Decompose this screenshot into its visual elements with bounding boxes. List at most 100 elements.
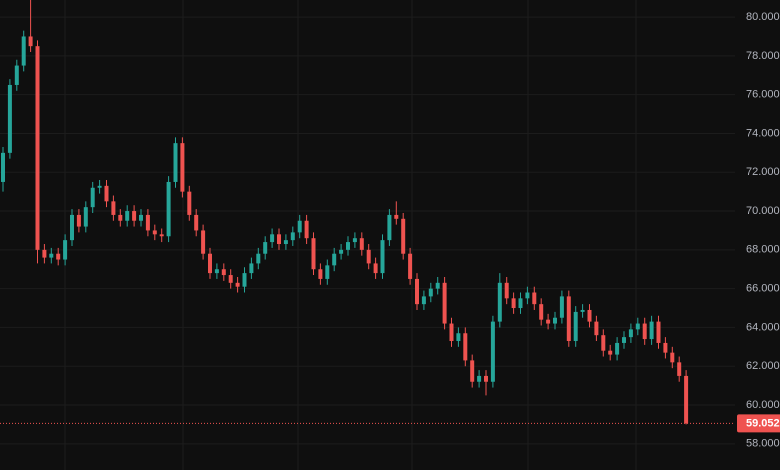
candle-body — [608, 350, 613, 355]
candle-body — [90, 187, 95, 208]
candle-body — [256, 253, 261, 264]
candle-body — [497, 282, 502, 322]
candle-body — [214, 269, 219, 274]
candle-body — [7, 84, 12, 153]
y-tick-label: 60.000 — [746, 399, 780, 411]
candle-body — [56, 253, 61, 260]
candle-body — [249, 263, 254, 274]
candle-body — [346, 242, 350, 250]
candle-body — [318, 269, 323, 279]
candle-body — [187, 191, 192, 215]
candle-body — [28, 36, 33, 47]
candle-body — [152, 230, 157, 235]
candle-body — [504, 282, 509, 299]
candle-body — [421, 296, 426, 305]
candle-body — [201, 230, 206, 254]
y-tick-label: 58.000 — [746, 438, 780, 450]
y-tick-label: 62.000 — [746, 360, 780, 372]
y-tick-label: 68.000 — [746, 244, 780, 256]
candle-body — [118, 214, 123, 221]
candle-body — [415, 278, 419, 305]
candle-body — [656, 321, 661, 343]
y-tick-label: 80.000 — [746, 11, 780, 23]
y-tick-label: 72.000 — [746, 166, 780, 178]
candle-body — [283, 240, 288, 245]
candle-body — [663, 342, 668, 353]
candle-body — [166, 181, 171, 237]
candle-body — [594, 321, 599, 336]
candle-body — [145, 214, 150, 231]
candle-body — [532, 292, 537, 305]
candle-body — [352, 238, 357, 243]
candle-body — [125, 211, 130, 221]
candle-body — [484, 375, 488, 382]
candle-body — [290, 232, 295, 241]
candle-body — [359, 238, 364, 250]
candle-body — [194, 214, 199, 231]
candle-body — [104, 185, 109, 202]
candle-body — [14, 65, 19, 85]
candle-body — [159, 234, 164, 237]
candle-body — [442, 282, 447, 324]
candle-body — [263, 242, 268, 254]
candle-body — [449, 323, 454, 342]
candle-body — [373, 263, 378, 274]
candle-body — [435, 282, 440, 289]
candle-body — [635, 323, 640, 330]
candle-body — [601, 335, 606, 351]
candle-body — [408, 253, 413, 279]
candle-body — [649, 321, 654, 340]
candle-body — [677, 362, 682, 376]
candle-body — [76, 214, 81, 227]
candle-body — [463, 333, 468, 361]
candle-body — [70, 214, 74, 241]
candle-body — [180, 143, 185, 192]
candle-body — [580, 309, 585, 312]
candle-body — [297, 220, 302, 233]
y-tick-label: 74.000 — [746, 127, 780, 139]
candle-body — [615, 342, 620, 355]
candle-body — [470, 360, 475, 382]
candle-body — [366, 249, 371, 264]
candle-body — [456, 333, 461, 342]
candle-body — [642, 323, 647, 340]
candle-body — [173, 143, 178, 182]
candle-body — [490, 321, 495, 382]
y-tick-label: 78.000 — [746, 50, 780, 62]
candle-body — [511, 298, 516, 309]
candle-body — [325, 265, 330, 279]
y-tick-label: 70.000 — [746, 205, 780, 217]
candle-body — [380, 240, 385, 274]
candle-body — [221, 269, 226, 276]
candle-body — [387, 214, 392, 241]
candle-body — [21, 36, 26, 66]
candle-body — [63, 240, 68, 260]
candle-body — [684, 375, 689, 424]
candle-body — [97, 185, 102, 188]
candle-body — [539, 304, 544, 320]
candle-body — [428, 288, 433, 297]
candle-body — [477, 375, 482, 382]
candle-body — [332, 253, 337, 266]
candle-body — [132, 211, 137, 221]
candle-body — [518, 298, 523, 309]
candle-body — [42, 249, 47, 258]
candle-body — [573, 311, 578, 342]
vertical-grid — [64, 0, 637, 470]
candle-body — [622, 337, 626, 343]
candle-body — [35, 46, 40, 250]
candle-body — [242, 273, 247, 287]
candle-body — [525, 292, 530, 299]
candle-body — [587, 309, 592, 322]
candle-body — [628, 329, 633, 338]
candle-body — [339, 249, 344, 254]
candle-body — [49, 253, 54, 258]
candle-body — [566, 296, 571, 342]
candle-body — [311, 238, 316, 270]
candle-body — [228, 275, 233, 283]
y-tick-label: 64.000 — [746, 321, 780, 333]
last-price-label: 59.052 — [746, 417, 780, 429]
candle-body — [1, 152, 5, 182]
